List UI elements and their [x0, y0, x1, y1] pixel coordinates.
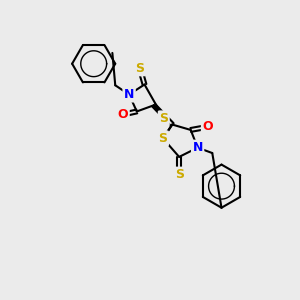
Text: S: S [158, 132, 167, 145]
Text: S: S [159, 112, 168, 125]
Text: N: N [124, 88, 134, 101]
Text: S: S [135, 62, 144, 75]
Text: S: S [175, 168, 184, 181]
Text: O: O [118, 108, 128, 121]
Text: N: N [193, 141, 203, 154]
Text: O: O [202, 120, 213, 134]
